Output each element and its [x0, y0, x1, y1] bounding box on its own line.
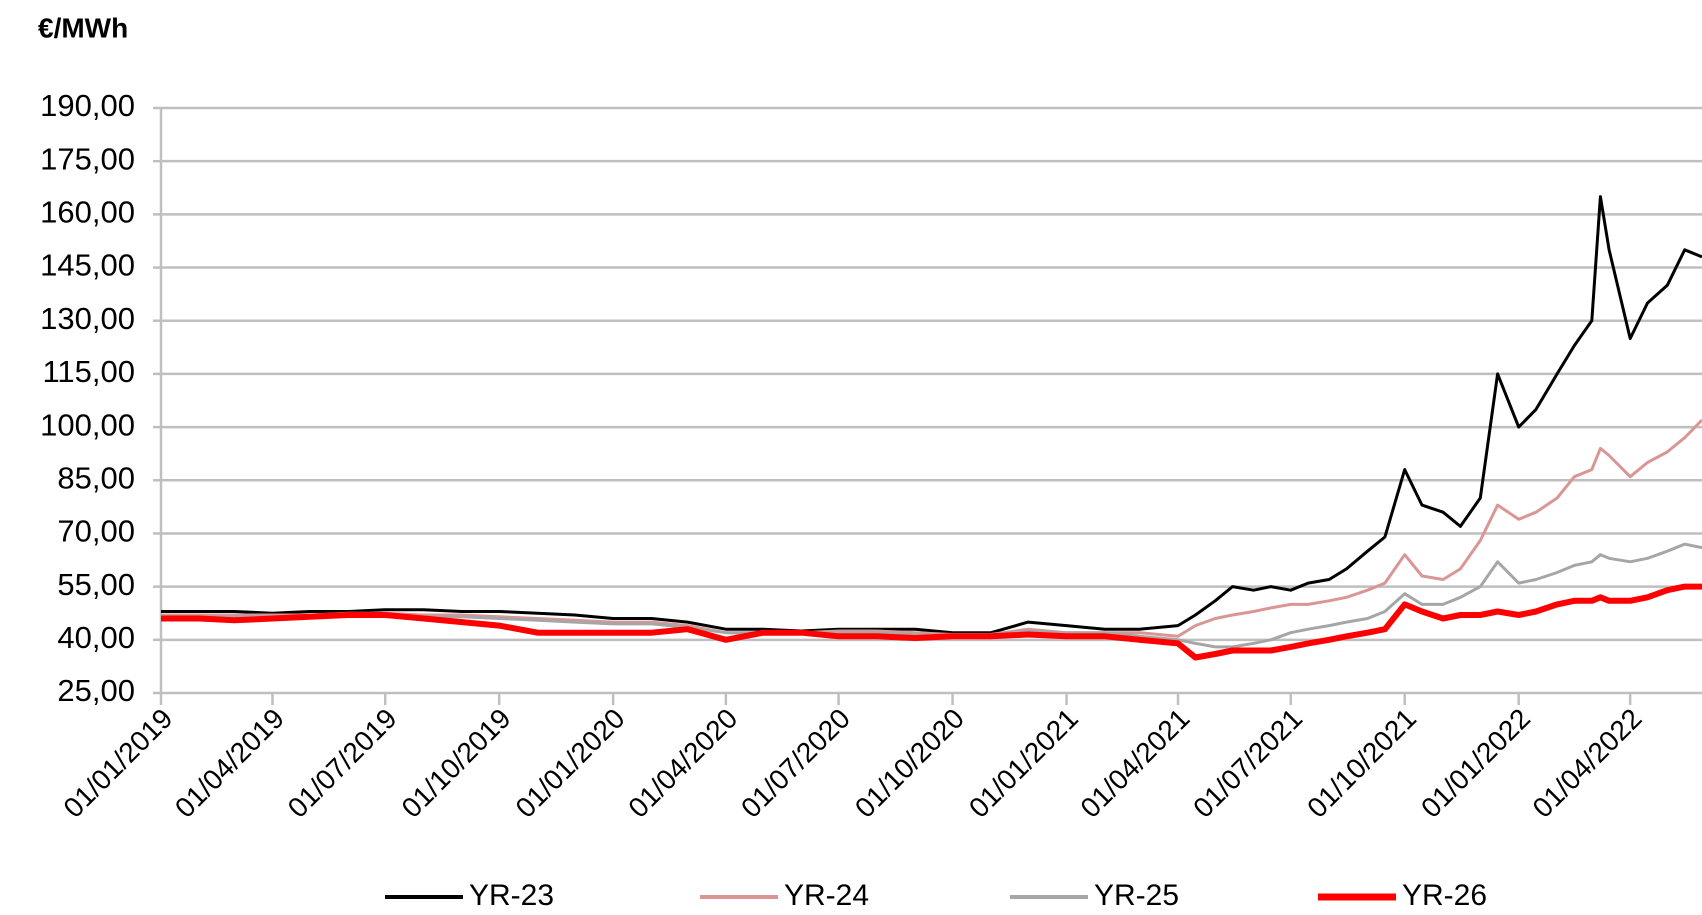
y-tick-label: 115,00 [42, 354, 135, 389]
legend-label: YR-23 [469, 879, 554, 912]
x-tick-label: 01/10/2020 [849, 703, 970, 824]
y-tick-label: 160,00 [40, 195, 135, 230]
legend-label: YR-26 [1402, 879, 1487, 912]
x-tick-label: 01/01/2022 [1415, 703, 1536, 824]
y-tick-label: 70,00 [57, 514, 135, 549]
y-tick-label: 40,00 [57, 620, 135, 655]
axis-unit-title: €/MWh [38, 12, 128, 43]
x-tick-label: 01/04/2020 [622, 703, 743, 824]
x-tick-label: 01/07/2021 [1187, 703, 1308, 824]
y-tick-label: 175,00 [40, 141, 135, 176]
series-line [161, 418, 1702, 638]
x-tick-label: 01/10/2019 [396, 703, 517, 824]
series-line [161, 583, 1702, 661]
series-line [161, 195, 1702, 635]
x-tick-label: 01/04/2019 [169, 703, 290, 824]
y-tick-label: 85,00 [57, 460, 135, 495]
x-tick-label: 01/01/2021 [963, 703, 1084, 824]
x-tick-label: 01/10/2021 [1301, 703, 1422, 824]
y-tick-label: 25,00 [57, 673, 135, 708]
x-tick-label: 01/07/2020 [735, 703, 856, 824]
x-tick-label: 01/04/2021 [1074, 703, 1195, 824]
x-tick-label: 01/01/2020 [510, 703, 631, 824]
y-tick-label: 145,00 [40, 248, 135, 283]
y-tick-label: 130,00 [40, 301, 135, 336]
x-tick-label: 01/07/2019 [282, 703, 403, 824]
y-tick-label: 100,00 [40, 407, 135, 442]
x-tick-label: 01/01/2019 [57, 703, 178, 824]
legend-label: YR-24 [784, 879, 869, 912]
x-tick-label: 01/04/2022 [1527, 703, 1648, 824]
y-tick-label: 190,00 [40, 88, 135, 123]
y-tick-label: 55,00 [57, 567, 135, 602]
legend-label: YR-25 [1094, 879, 1179, 912]
series-line [161, 542, 1702, 649]
